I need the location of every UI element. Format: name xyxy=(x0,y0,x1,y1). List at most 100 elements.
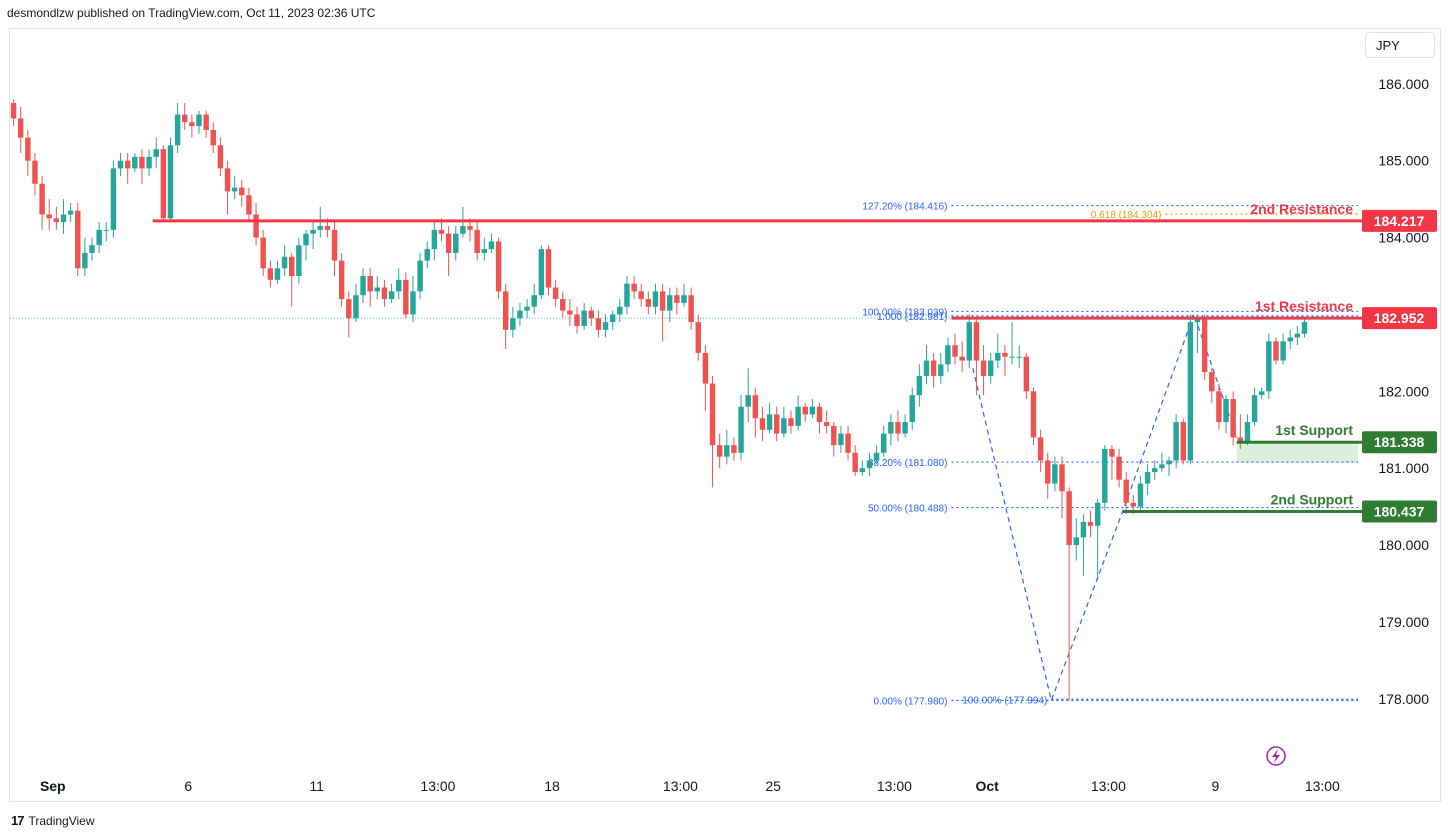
candle xyxy=(1187,314,1194,465)
candle-body xyxy=(246,195,252,215)
candle xyxy=(688,287,694,330)
candle-body xyxy=(495,241,502,292)
candle xyxy=(552,279,559,307)
candle xyxy=(139,149,145,184)
candle-body xyxy=(424,249,430,261)
candle-body xyxy=(1173,422,1179,461)
candle-body xyxy=(781,418,787,434)
x-tick-label: 13:00 xyxy=(420,778,455,794)
level-price-tag xyxy=(1362,209,1437,232)
candle-body xyxy=(1102,448,1108,503)
candle-body xyxy=(1194,318,1201,323)
candle xyxy=(667,287,673,323)
candle xyxy=(67,202,74,223)
tradingview-logo-icon: 17 xyxy=(11,813,25,828)
candle xyxy=(481,237,488,261)
candle-body xyxy=(260,237,266,269)
candle-body xyxy=(531,295,537,307)
candle xyxy=(1251,387,1258,426)
candle-body xyxy=(845,433,851,453)
candle-body xyxy=(1144,472,1151,484)
candle-body xyxy=(952,345,958,357)
candle xyxy=(823,410,830,434)
candle xyxy=(809,399,816,419)
candle xyxy=(1152,460,1158,480)
candle-body xyxy=(816,406,823,423)
candle xyxy=(217,137,224,177)
candle xyxy=(1087,510,1094,538)
fib-label: 1.000 (182.981) xyxy=(877,312,948,323)
candle xyxy=(1301,318,1308,338)
candle-body xyxy=(1166,460,1172,465)
candle-body xyxy=(1301,322,1308,334)
y-tick-label: 179.000 xyxy=(1378,614,1429,630)
candle-body xyxy=(1045,460,1051,484)
candle-body xyxy=(1030,391,1037,438)
candle-body xyxy=(1280,341,1286,361)
candle-body xyxy=(638,291,644,300)
candle xyxy=(866,452,873,476)
candle xyxy=(938,352,944,384)
candle xyxy=(174,103,181,153)
fib-label: 127.20% (184.416) xyxy=(862,202,947,213)
candle xyxy=(980,345,987,396)
candle xyxy=(1180,418,1186,465)
candle-body xyxy=(631,283,637,292)
candle-body xyxy=(438,229,445,234)
candle-body xyxy=(667,295,673,311)
candle-body xyxy=(624,283,630,307)
candle xyxy=(816,402,823,434)
candle-body xyxy=(1266,341,1272,392)
candle xyxy=(395,268,402,300)
candle xyxy=(1023,352,1030,399)
candle xyxy=(239,179,245,207)
candle xyxy=(1173,414,1179,469)
currency-selector-button[interactable]: JPY xyxy=(1365,32,1435,58)
candle-body xyxy=(738,406,744,453)
candle xyxy=(17,106,24,153)
candle-body xyxy=(103,229,109,231)
candle-body xyxy=(959,356,965,361)
candle-body xyxy=(909,395,915,423)
candle xyxy=(117,153,124,177)
candle-body xyxy=(645,299,652,307)
candle-body xyxy=(966,322,973,361)
candle xyxy=(766,402,773,434)
candle-body xyxy=(1244,422,1251,442)
candle-body xyxy=(231,187,238,192)
candle xyxy=(289,252,295,307)
candle xyxy=(631,276,637,300)
tradingview-footer[interactable]: 17 TradingView xyxy=(11,813,95,828)
candle xyxy=(831,422,837,457)
candle xyxy=(381,279,388,307)
candle-body xyxy=(374,287,381,292)
candle-body xyxy=(353,295,359,319)
candle xyxy=(581,302,587,330)
candle xyxy=(888,414,894,446)
candle xyxy=(75,202,81,276)
candle xyxy=(852,445,858,476)
x-tick-label: 11 xyxy=(309,778,324,794)
candle-body xyxy=(973,322,980,361)
candle xyxy=(182,103,188,130)
candle xyxy=(538,245,545,300)
candle-body xyxy=(132,156,138,169)
level-price-tag xyxy=(1362,307,1437,330)
candle-body xyxy=(1009,356,1015,358)
lightning-icon[interactable] xyxy=(1266,746,1286,766)
candle xyxy=(560,291,566,319)
candle-body xyxy=(146,156,152,169)
candle xyxy=(253,202,259,246)
candle-body xyxy=(310,229,316,234)
candle xyxy=(431,222,438,261)
candle-body xyxy=(859,468,866,473)
candle xyxy=(709,375,716,488)
candle-body xyxy=(1116,456,1122,480)
candle-body xyxy=(652,291,659,307)
candle xyxy=(1123,472,1129,515)
candle xyxy=(417,252,423,300)
candle-body xyxy=(139,156,145,169)
candle-body xyxy=(1002,352,1008,357)
candle-body xyxy=(902,422,908,434)
